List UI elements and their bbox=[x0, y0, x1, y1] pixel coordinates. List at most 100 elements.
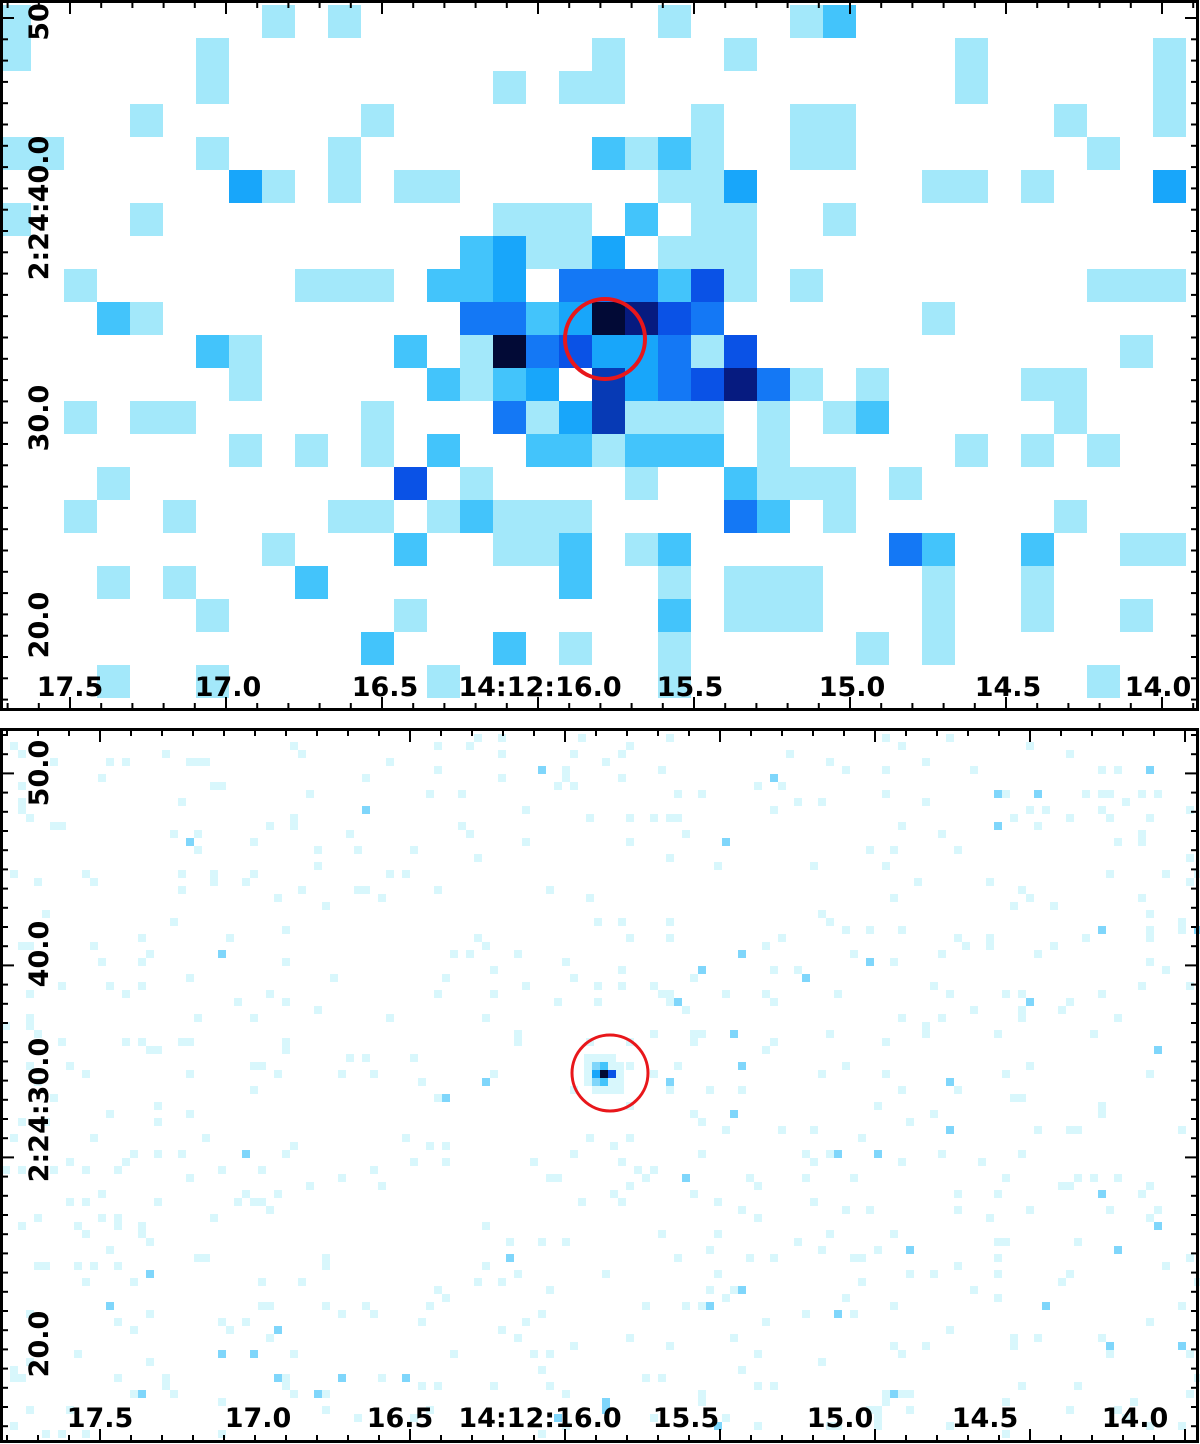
image-pixel bbox=[262, 170, 295, 203]
image-pixel bbox=[882, 766, 890, 774]
image-pixel bbox=[18, 798, 26, 806]
image-pixel bbox=[1034, 1126, 1042, 1134]
image-pixel bbox=[1026, 1206, 1034, 1214]
image-pixel bbox=[482, 1262, 490, 1270]
image-pixel bbox=[570, 782, 578, 790]
image-pixel bbox=[31, 137, 64, 170]
source-pixel bbox=[592, 1086, 600, 1094]
image-pixel bbox=[691, 368, 724, 401]
image-pixel bbox=[26, 1022, 34, 1030]
image-pixel bbox=[562, 774, 570, 782]
image-pixel bbox=[802, 1150, 810, 1158]
image-pixel bbox=[906, 1406, 914, 1414]
image-pixel bbox=[850, 1310, 858, 1318]
image-pixel bbox=[738, 950, 746, 958]
image-pixel bbox=[1066, 814, 1074, 822]
image-pixel bbox=[338, 1174, 346, 1182]
image-pixel bbox=[1154, 1046, 1162, 1054]
image-pixel bbox=[882, 1038, 890, 1046]
y-tick-label: 20.0 bbox=[24, 592, 55, 659]
image-pixel bbox=[1002, 1430, 1010, 1438]
top-axis-ticks bbox=[2, 2, 1197, 709]
image-pixel bbox=[714, 1422, 722, 1430]
image-pixel bbox=[282, 1150, 290, 1158]
image-pixel bbox=[930, 1270, 938, 1278]
image-pixel bbox=[691, 401, 724, 434]
image-pixel bbox=[427, 500, 460, 533]
image-pixel bbox=[522, 838, 530, 846]
image-pixel bbox=[1074, 1238, 1082, 1246]
image-pixel bbox=[866, 1406, 874, 1414]
image-pixel bbox=[18, 1374, 26, 1382]
image-pixel bbox=[1106, 1342, 1114, 1350]
image-pixel bbox=[810, 1198, 818, 1206]
image-pixel bbox=[1010, 902, 1018, 910]
image-pixel bbox=[890, 1342, 898, 1350]
image-pixel bbox=[658, 990, 666, 998]
image-pixel bbox=[691, 434, 724, 467]
image-pixel bbox=[194, 758, 202, 766]
image-pixel bbox=[625, 203, 658, 236]
image-pixel bbox=[282, 1382, 290, 1390]
image-pixel bbox=[858, 1134, 866, 1142]
image-pixel bbox=[282, 1374, 290, 1382]
image-pixel bbox=[906, 1270, 914, 1278]
image-pixel bbox=[394, 599, 427, 632]
image-pixel bbox=[730, 1110, 738, 1118]
image-pixel bbox=[938, 1150, 946, 1158]
image-pixel bbox=[658, 335, 691, 368]
image-pixel bbox=[1114, 838, 1122, 846]
image-pixel bbox=[994, 1254, 1002, 1262]
image-pixel bbox=[790, 368, 823, 401]
image-pixel bbox=[322, 1390, 330, 1398]
image-pixel bbox=[1066, 1270, 1074, 1278]
image-pixel bbox=[724, 236, 757, 269]
image-pixel bbox=[196, 599, 229, 632]
image-pixel bbox=[34, 1262, 42, 1270]
image-pixel bbox=[658, 401, 691, 434]
image-pixel bbox=[82, 1430, 90, 1438]
image-pixel bbox=[706, 1086, 714, 1094]
image-pixel bbox=[250, 1014, 258, 1022]
image-pixel bbox=[186, 838, 194, 846]
image-pixel bbox=[1002, 1238, 1010, 1246]
image-pixel bbox=[1082, 790, 1090, 798]
image-pixel bbox=[1018, 1150, 1026, 1158]
image-pixel bbox=[818, 1246, 826, 1254]
image-pixel bbox=[526, 368, 559, 401]
image-pixel bbox=[346, 1054, 354, 1062]
image-pixel bbox=[295, 566, 328, 599]
image-pixel bbox=[1138, 894, 1146, 902]
image-pixel bbox=[426, 1302, 434, 1310]
image-pixel bbox=[218, 1350, 226, 1358]
image-pixel bbox=[328, 500, 361, 533]
image-pixel bbox=[626, 814, 634, 822]
image-pixel bbox=[559, 434, 592, 467]
image-pixel bbox=[592, 335, 625, 368]
image-pixel bbox=[1106, 814, 1114, 822]
image-pixel bbox=[298, 886, 306, 894]
image-pixel bbox=[1146, 1214, 1154, 1222]
image-pixel bbox=[114, 1222, 122, 1230]
image-pixel bbox=[530, 1350, 538, 1358]
image-pixel bbox=[882, 734, 890, 742]
image-pixel bbox=[163, 401, 196, 434]
image-pixel bbox=[354, 846, 362, 854]
image-pixel bbox=[460, 500, 493, 533]
source-pixel bbox=[584, 1070, 592, 1078]
source-pixel bbox=[584, 1062, 592, 1070]
image-pixel bbox=[882, 790, 890, 798]
image-pixel bbox=[106, 758, 114, 766]
x-tick-label: 16.5 bbox=[352, 672, 419, 703]
image-pixel bbox=[290, 822, 298, 830]
image-pixel bbox=[262, 533, 295, 566]
bottom-image-pixels bbox=[2, 734, 1200, 1438]
image-pixel bbox=[882, 1070, 890, 1078]
image-pixel bbox=[1098, 1102, 1106, 1110]
image-pixel bbox=[666, 1086, 674, 1094]
image-pixel bbox=[314, 1390, 322, 1398]
image-pixel bbox=[250, 1350, 258, 1358]
image-pixel bbox=[1154, 1206, 1162, 1214]
image-pixel bbox=[546, 1174, 554, 1182]
image-pixel bbox=[226, 1326, 234, 1334]
